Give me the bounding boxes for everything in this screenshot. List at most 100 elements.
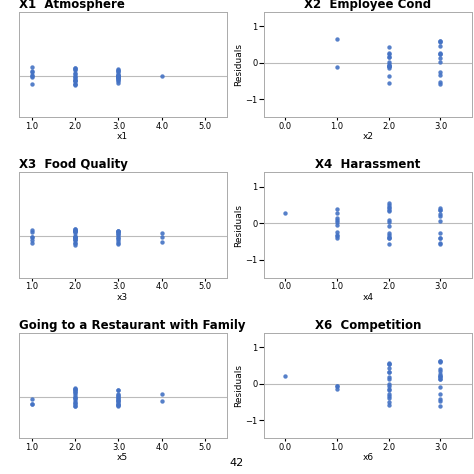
Point [115,386,122,394]
Point [333,205,340,213]
Point [437,373,444,380]
Point [437,68,444,76]
Point [385,373,392,381]
Point [72,233,79,240]
Point [385,207,392,215]
Point [28,227,36,234]
Point [385,50,392,58]
Point [385,233,392,240]
Point [437,390,444,398]
Point [385,61,392,68]
Point [385,368,392,376]
Point [437,370,444,378]
Point [115,399,122,407]
Point [437,55,444,62]
Point [72,227,79,235]
Point [115,78,122,85]
Point [72,76,79,83]
Point [115,68,122,75]
Point [72,77,79,85]
Point [28,239,36,247]
Point [333,64,340,71]
Point [72,80,79,88]
Point [72,74,79,82]
Point [115,235,122,243]
Point [385,375,392,383]
Point [28,233,36,241]
Point [72,232,79,240]
Point [333,228,340,236]
Point [385,368,392,376]
Point [115,400,122,408]
Point [385,392,392,400]
Y-axis label: Residuals: Residuals [234,204,243,246]
Point [333,214,340,222]
Point [437,43,444,50]
Point [385,62,392,70]
Point [437,234,444,242]
Point [72,236,79,244]
Point [72,229,79,237]
Point [385,62,392,70]
Point [115,397,122,405]
Point [333,209,340,216]
Point [385,203,392,210]
Point [437,212,444,220]
Point [72,70,79,78]
Point [115,73,122,80]
Point [437,37,444,45]
Point [385,216,392,224]
Point [385,399,392,406]
Point [385,64,392,72]
Title: X4  Harassment: X4 Harassment [315,158,420,171]
Point [115,73,122,80]
Point [385,222,392,230]
Point [437,358,444,366]
Point [72,228,79,235]
Point [115,391,122,399]
Point [158,390,165,398]
Point [437,229,444,237]
Point [72,236,79,243]
Point [72,394,79,402]
Point [385,360,392,368]
Point [437,38,444,46]
Point [385,218,392,226]
Point [115,227,122,235]
Point [28,68,36,76]
Point [115,76,122,84]
Point [437,210,444,218]
Point [437,37,444,45]
Point [72,388,79,396]
Title: X2  Employee Cond: X2 Employee Cond [304,0,431,11]
Point [437,206,444,214]
Point [28,64,36,71]
Point [72,402,79,410]
Y-axis label: Residuals: Residuals [234,43,243,86]
Point [385,58,392,66]
Point [72,385,79,393]
Point [72,64,79,72]
Point [72,239,79,246]
Point [115,401,122,409]
Point [437,368,444,375]
Point [437,402,444,410]
Title: X6  Competition: X6 Competition [315,319,421,332]
Point [385,49,392,57]
Point [385,383,392,390]
Point [72,234,79,241]
Point [385,394,392,401]
Point [115,231,122,238]
Point [437,50,444,58]
Point [333,36,340,43]
Point [385,359,392,366]
Point [385,234,392,242]
Point [28,67,36,75]
Point [115,396,122,404]
X-axis label: x6: x6 [362,453,374,462]
Point [437,357,444,365]
Point [385,63,392,70]
Point [437,383,444,391]
Point [72,69,79,76]
Point [115,240,122,248]
